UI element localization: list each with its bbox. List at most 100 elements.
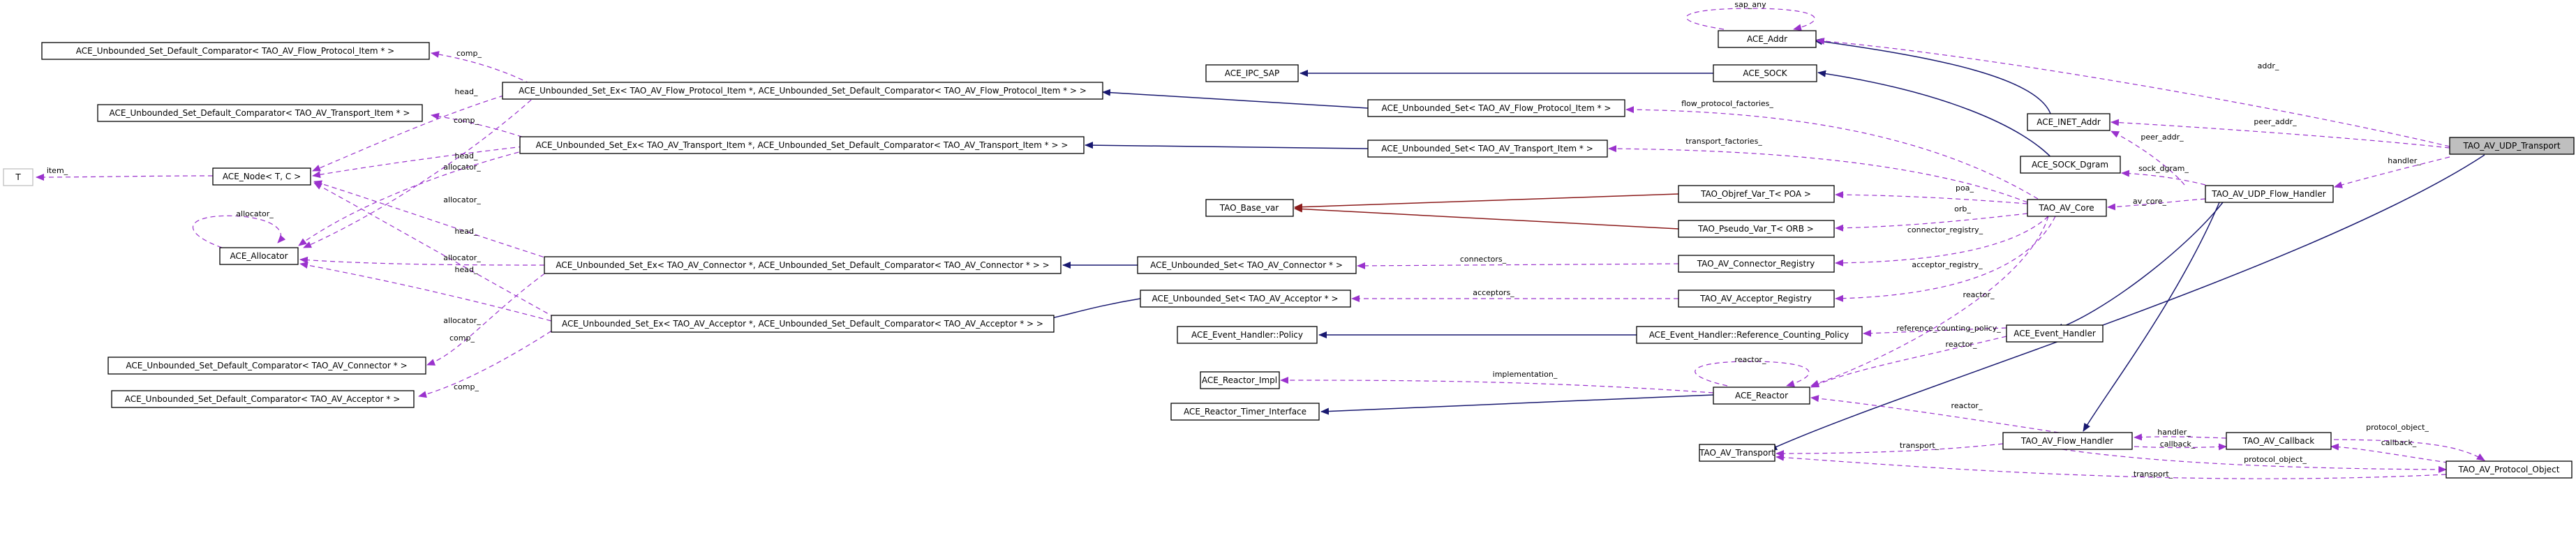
svg-text:TAO_AV_Protocol_Object: TAO_AV_Protocol_Object <box>2458 465 2560 474</box>
svg-text:TAO_AV_Core: TAO_AV_Core <box>2038 203 2094 213</box>
svg-text:ACE_Unbounded_Set_Default_Comp: ACE_Unbounded_Set_Default_Comparator< TA… <box>126 361 407 370</box>
edge-av-core <box>2107 198 2206 211</box>
edge-peer-addr-udp <box>2110 130 2185 186</box>
node-set-acceptor[interactable]: ACE_Unbounded_Set< TAO_AV_Acceptor * > <box>1140 290 1351 308</box>
svg-text:TAO_AV_Acceptor_Registry: TAO_AV_Acceptor_Registry <box>1699 294 1812 304</box>
edge-label-comp-flow: comp_ <box>456 49 482 58</box>
svg-text:ACE_Unbounded_Set_Ex< TAO_AV_C: ACE_Unbounded_Set_Ex< TAO_AV_Connector *… <box>556 260 1049 270</box>
node-ace-reactor-timer-interface[interactable]: ACE_Reactor_Timer_Interface <box>1170 403 1320 421</box>
edge-label-protocol-object-fh: protocol_object_ <box>2244 455 2307 464</box>
svg-text:TAO_Base_var: TAO_Base_var <box>1219 203 1279 213</box>
edge-label-connector-registry: connector_registry_ <box>1907 225 1983 234</box>
node-av-connector-registry[interactable]: TAO_AV_Connector_Registry <box>1678 255 1835 273</box>
edge-acceptor-registry <box>1835 216 2056 302</box>
edge-inherit-set-to-set-ex-transport <box>1085 142 1369 149</box>
node-ace-reactor-impl[interactable]: ACE_Reactor_Impl <box>1200 371 1280 389</box>
edge-inherit-udp-flow-handler-to-event-handler <box>2055 202 2224 331</box>
node-ace-ipc-sap[interactable]: ACE_IPC_SAP <box>1205 64 1299 82</box>
node-set-default-comparator-transport-item[interactable]: ACE_Unbounded_Set_Default_Comparator< TA… <box>97 104 423 122</box>
edge-allocator-acceptor <box>299 262 552 322</box>
svg-text:T: T <box>15 172 21 182</box>
edge-inherit-set-to-set-ex-acceptor <box>1039 298 1141 323</box>
node-av-udp-transport[interactable]: TAO_AV_UDP_Transport <box>2449 137 2575 155</box>
edge-inherit-sock-dgram-to-sock <box>1817 70 2056 163</box>
node-av-acceptor-registry[interactable]: TAO_AV_Acceptor_Registry <box>1678 290 1835 308</box>
edge-allocator-transport <box>298 149 528 246</box>
edge-label-sock-dgram: sock_dgram_ <box>2138 164 2189 173</box>
node-set-default-comparator-flow-protocol-item[interactable]: ACE_Unbounded_Set_Default_Comparator< TA… <box>41 42 430 60</box>
node-ace-reactor[interactable]: ACE_Reactor <box>1713 387 1810 405</box>
node-event-handler-policy[interactable]: ACE_Event_Handler::Policy <box>1177 326 1318 344</box>
edge-implementation <box>1280 377 1714 394</box>
edge-comp-connector <box>426 268 552 366</box>
svg-text:ACE_IPC_SAP: ACE_IPC_SAP <box>1225 68 1279 78</box>
edge-label-head-flow: head_ <box>455 87 478 96</box>
node-ace-inet-addr[interactable]: ACE_INET_Addr <box>2027 113 2110 131</box>
node-av-flow-handler[interactable]: TAO_AV_Flow_Handler <box>2002 432 2133 450</box>
svg-text:ACE_Unbounded_Set_Default_Comp: ACE_Unbounded_Set_Default_Comparator< TA… <box>76 46 394 56</box>
edge-poa <box>1835 191 2028 204</box>
svg-text:ACE_Unbounded_Set_Ex< TAO_AV_F: ACE_Unbounded_Set_Ex< TAO_AV_Flow_Protoc… <box>519 86 1087 96</box>
node-set-default-comparator-connector[interactable]: ACE_Unbounded_Set_Default_Comparator< TA… <box>107 357 426 375</box>
node-set-ex-connector[interactable]: ACE_Unbounded_Set_Ex< TAO_AV_Connector *… <box>544 256 1062 274</box>
node-set-ex-transport-item[interactable]: ACE_Unbounded_Set_Ex< TAO_AV_Transport_I… <box>519 136 1085 154</box>
edge-connectors <box>1357 262 1679 269</box>
edge-label-sap-any: sap_any <box>1734 0 1766 9</box>
svg-text:ACE_Event_Handler: ACE_Event_Handler <box>2013 329 2096 338</box>
node-set-default-comparator-acceptor[interactable]: ACE_Unbounded_Set_Default_Comparator< TA… <box>111 390 415 408</box>
node-set-ex-flow-protocol-item[interactable]: ACE_Unbounded_Set_Ex< TAO_AV_Flow_Protoc… <box>502 82 1103 100</box>
edge-inherit-udp-flow-handler-to-flow-handler <box>2083 202 2220 432</box>
node-pseudo-var-orb[interactable]: TAO_Pseudo_Var_T< ORB > <box>1678 220 1835 238</box>
edge-template-pseudo-to-base-var <box>1294 205 1679 230</box>
svg-text:ACE_Reactor_Timer_Interface: ACE_Reactor_Timer_Interface <box>1184 407 1306 417</box>
svg-text:TAO_AV_UDP_Flow_Handler: TAO_AV_UDP_Flow_Handler <box>2211 189 2325 199</box>
node-reference-counting-policy[interactable]: ACE_Event_Handler::Reference_Counting_Po… <box>1636 326 1863 344</box>
edge-orb <box>1835 213 2028 232</box>
edge-label-allocator-connector: allocator_ <box>443 253 481 262</box>
svg-text:ACE_Addr: ACE_Addr <box>1747 34 1787 44</box>
svg-text:ACE_Unbounded_Set< TAO_AV_Conn: ACE_Unbounded_Set< TAO_AV_Connector * > <box>1150 260 1343 270</box>
node-ace-node[interactable]: ACE_Node< T, C > <box>212 167 311 186</box>
edge-connector-registry <box>1835 216 2049 267</box>
svg-text:ACE_Unbounded_Set< TAO_AV_Flow: ACE_Unbounded_Set< TAO_AV_Flow_Protocol_… <box>1382 103 1611 113</box>
node-tao-av-core[interactable]: TAO_AV_Core <box>2027 199 2107 217</box>
node-ace-addr[interactable]: ACE_Addr <box>1718 30 1817 48</box>
svg-text:ACE_Node< T, C >: ACE_Node< T, C > <box>223 172 301 181</box>
edge-protocol-object-fh <box>2062 449 2447 473</box>
node-set-flow-protocol-item[interactable]: ACE_Unbounded_Set< TAO_AV_Flow_Protocol_… <box>1367 99 1625 117</box>
edge-label-head-acceptor: head_ <box>455 265 478 274</box>
edge-head-flow <box>312 90 521 172</box>
node-ace-sock[interactable]: ACE_SOCK <box>1713 64 1817 82</box>
edge-transport-fh <box>1775 443 2004 457</box>
node-av-udp-flow-handler[interactable]: TAO_AV_UDP_Flow_Handler <box>2205 185 2334 203</box>
edge-label-flow-protocol-factories: flow_protocol_factories_ <box>1681 99 1773 108</box>
node-ace-sock-dgram[interactable]: ACE_SOCK_Dgram <box>2020 156 2121 174</box>
edge-inherit-udp-transport-to-av-transport <box>1769 154 2485 451</box>
node-t[interactable]: T <box>3 168 33 186</box>
edge-label-orb: orb_ <box>1954 204 1971 213</box>
edge-flow-protocol-factories <box>1625 106 2039 200</box>
node-set-transport-item[interactable]: ACE_Unbounded_Set< TAO_AV_Transport_Item… <box>1367 140 1608 158</box>
node-av-transport[interactable]: TAO_AV_Transport <box>1699 444 1775 462</box>
edge-label-addr: addr_ <box>2258 61 2279 70</box>
svg-text:TAO_AV_Transport: TAO_AV_Transport <box>1699 448 1775 458</box>
node-objref-var-poa[interactable]: TAO_Objref_Var_T< POA > <box>1678 185 1835 203</box>
node-set-connector[interactable]: ACE_Unbounded_Set< TAO_AV_Connector * > <box>1137 256 1357 274</box>
edge-peer-addr-root <box>2110 119 2450 149</box>
node-ace-event-handler[interactable]: ACE_Event_Handler <box>2006 324 2104 343</box>
node-set-ex-acceptor[interactable]: ACE_Unbounded_Set_Ex< TAO_AV_Acceptor *,… <box>551 315 1055 333</box>
node-av-protocol-object[interactable]: TAO_AV_Protocol_Object <box>2445 460 2573 479</box>
edge-comp-acceptor <box>418 326 559 398</box>
edge-allocator-flow <box>303 93 538 248</box>
edge-label-head-transport: head_ <box>455 151 478 160</box>
node-av-callback[interactable]: TAO_AV_Callback <box>2226 432 2332 450</box>
edge-label-peer-addr-udp: peer_addr_ <box>2141 133 2184 142</box>
edge-label-transport-factories: transport_factories_ <box>1685 137 1762 146</box>
edge-sock-dgram <box>2121 170 2206 186</box>
edge-label-reactor-eh: reactor_ <box>1946 340 1977 349</box>
node-ace-allocator[interactable]: ACE_Allocator <box>219 247 299 265</box>
edge-label-comp-transport: comp_ <box>454 116 479 125</box>
edge-reactor-eh <box>1810 336 2007 388</box>
node-tao-base-var[interactable]: TAO_Base_var <box>1205 199 1294 217</box>
